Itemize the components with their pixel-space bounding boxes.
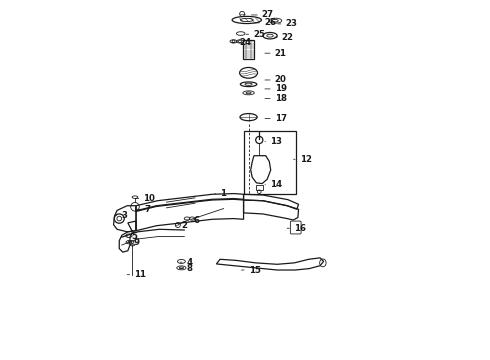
Text: 7: 7 bbox=[144, 205, 150, 214]
Text: 11: 11 bbox=[134, 270, 146, 279]
Text: 23: 23 bbox=[285, 19, 297, 28]
Text: 9: 9 bbox=[133, 238, 139, 247]
Text: 5: 5 bbox=[132, 232, 138, 241]
Text: 14: 14 bbox=[270, 180, 282, 189]
Text: 27: 27 bbox=[262, 10, 274, 19]
Text: 6: 6 bbox=[193, 216, 199, 225]
Text: 19: 19 bbox=[275, 84, 287, 93]
Text: 25: 25 bbox=[253, 30, 265, 39]
Text: 4: 4 bbox=[187, 258, 193, 267]
Bar bbox=[243, 40, 254, 59]
Text: 13: 13 bbox=[270, 137, 282, 146]
Text: 18: 18 bbox=[275, 94, 287, 103]
Text: 3: 3 bbox=[121, 211, 127, 220]
Bar bbox=[244, 131, 296, 194]
Text: 2: 2 bbox=[182, 221, 188, 230]
Text: 20: 20 bbox=[275, 76, 287, 85]
Text: 17: 17 bbox=[275, 114, 287, 123]
Text: 16: 16 bbox=[294, 224, 306, 233]
Text: 12: 12 bbox=[300, 155, 312, 164]
Text: 15: 15 bbox=[248, 266, 261, 275]
Text: 22: 22 bbox=[282, 33, 294, 42]
Bar bbox=[256, 185, 263, 190]
Text: 26: 26 bbox=[264, 18, 276, 27]
Text: 21: 21 bbox=[275, 49, 287, 58]
Text: 1: 1 bbox=[220, 189, 226, 198]
Text: 8: 8 bbox=[187, 264, 193, 273]
Text: 24: 24 bbox=[239, 38, 251, 47]
Text: 10: 10 bbox=[143, 194, 155, 203]
